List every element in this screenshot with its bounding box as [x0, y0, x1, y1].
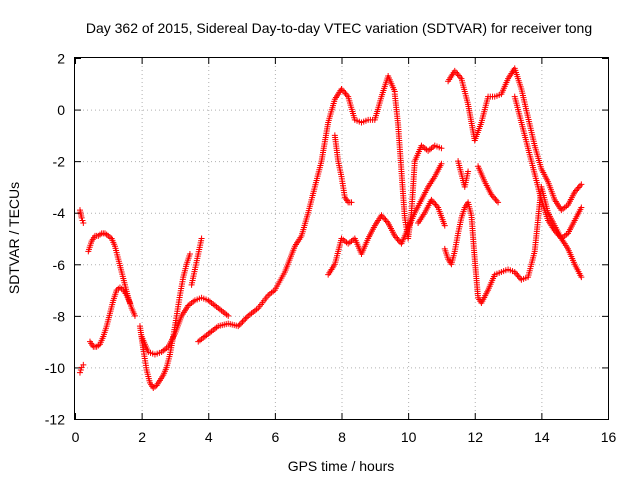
data-point-marker [575, 184, 582, 191]
data-points [76, 65, 585, 392]
plot-frame [74, 57, 609, 420]
data-point-marker [198, 235, 205, 242]
data-point-marker [382, 216, 389, 223]
series-track-10 [331, 132, 355, 206]
series-track-1 [76, 361, 87, 376]
x-tick-label: 0 [72, 429, 80, 445]
chart-title: Day 362 of 2015, Sidereal Day-to-day VTE… [86, 20, 592, 36]
data-point-marker [578, 204, 585, 211]
x-tick-label: 4 [205, 429, 213, 445]
series-track-7 [188, 235, 205, 288]
data-point-marker [76, 369, 83, 376]
series-track-14 [445, 65, 585, 214]
data-point-marker [235, 323, 242, 330]
data-point-marker [381, 215, 388, 222]
data-point-marker [395, 237, 402, 244]
data-point-marker [578, 181, 585, 188]
data-point-marker [77, 367, 84, 374]
y-axis-label: SDTVAR / TECUs [6, 182, 22, 294]
series-track-9 [325, 160, 445, 278]
data-point-marker [577, 182, 584, 189]
data-point-marker [438, 160, 445, 167]
series-track-13 [441, 183, 585, 306]
data-point-marker [80, 220, 87, 227]
data-point-marker [126, 299, 133, 306]
y-tick-label: -8 [53, 308, 66, 324]
data-point-marker [78, 214, 85, 221]
data-point-marker [80, 361, 87, 368]
series-track-15 [455, 158, 472, 190]
x-tick-label: 10 [401, 429, 417, 445]
series-track-4 [86, 284, 133, 350]
x-tick-label: 2 [138, 429, 146, 445]
data-point-marker [431, 199, 438, 206]
data-point-marker [432, 201, 439, 208]
series-track-8 [195, 73, 398, 345]
data-point-marker [394, 236, 401, 243]
x-tick-label: 16 [601, 429, 617, 445]
x-tick-label: 12 [467, 429, 483, 445]
data-point-marker [236, 321, 243, 328]
data-point-marker [348, 199, 355, 206]
data-point-marker [242, 315, 249, 322]
data-point-marker [240, 317, 247, 324]
data-point-marker [454, 70, 461, 77]
data-point-marker [455, 72, 462, 79]
series-track-5 [136, 250, 193, 392]
data-point-marker [186, 250, 193, 257]
x-tick-label: 14 [534, 429, 550, 445]
y-tick-label: 2 [57, 51, 65, 67]
axis-ticks: 0 2 4 6 8 10 12 14 16 -12 -10 -8 -6 -4 -2 0 2 [45, 51, 617, 446]
data-point-marker [492, 196, 499, 203]
series-track-11 [391, 91, 445, 242]
data-point-marker [239, 318, 246, 325]
data-point-marker [578, 274, 585, 281]
data-point-marker [342, 90, 349, 97]
series-track-17 [511, 93, 585, 242]
y-tick-label: 0 [57, 102, 65, 118]
y-tick-label: -10 [45, 360, 65, 376]
data-point-marker [465, 168, 472, 175]
data-point-marker [441, 222, 448, 229]
data-point-marker [238, 320, 245, 327]
data-point-marker [491, 194, 498, 201]
data-point-marker [495, 199, 502, 206]
data-point-marker [514, 272, 521, 279]
series-track-6 [138, 294, 232, 358]
series-track-16 [475, 163, 502, 206]
data-point-marker [225, 312, 232, 319]
y-tick-label: -2 [53, 154, 66, 170]
data-point-marker [493, 197, 500, 204]
x-tick-label: 6 [271, 429, 279, 445]
y-tick-label: -4 [53, 205, 66, 221]
x-tick-label: 8 [338, 429, 346, 445]
series-track-12 [415, 196, 448, 229]
data-point-marker [574, 185, 581, 192]
data-point-marker [438, 145, 445, 152]
data-point-marker [243, 314, 250, 321]
data-point-marker [517, 275, 524, 282]
series-track-2 [76, 207, 87, 227]
x-axis-label: GPS time / hours [288, 458, 395, 474]
data-point-marker [79, 217, 86, 224]
data-point-marker [131, 312, 138, 319]
y-tick-label: -6 [53, 257, 66, 273]
y-tick-label: -12 [45, 412, 65, 428]
